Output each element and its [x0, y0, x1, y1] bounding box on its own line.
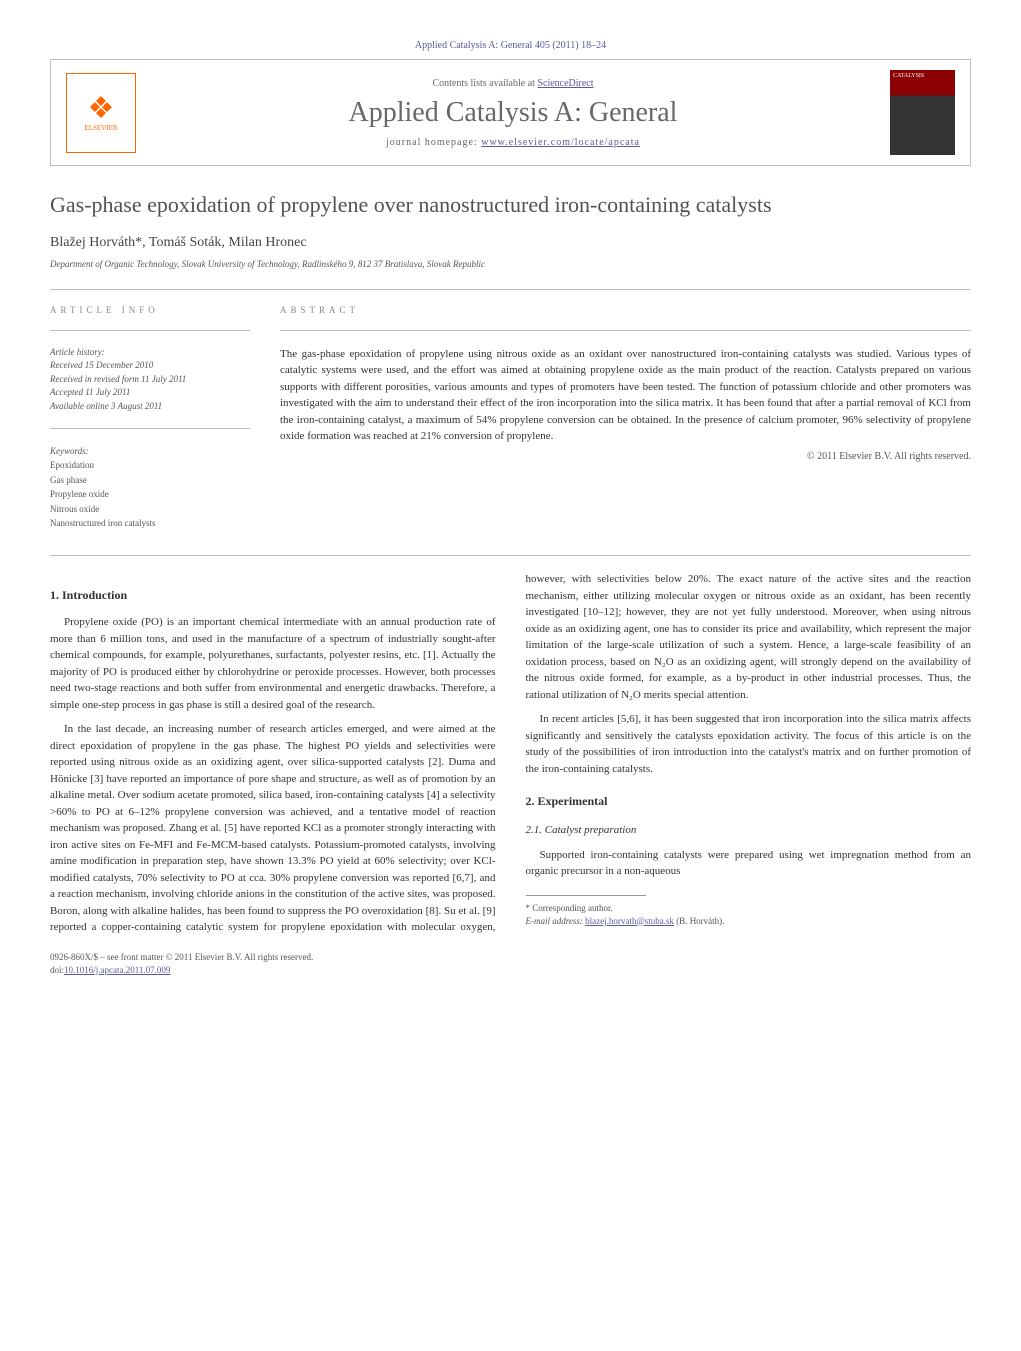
- keywords-divider: [50, 428, 250, 429]
- corresponding-label: * Corresponding author.: [526, 903, 613, 913]
- intro-paragraph-1: Propylene oxide (PO) is an important che…: [50, 614, 496, 713]
- history-label: Article history:: [50, 347, 105, 357]
- article-info-column: ARTICLE INFO Article history: Received 1…: [50, 305, 250, 531]
- experimental-heading: 2. Experimental: [526, 792, 972, 810]
- online-date: Available online 3 August 2011: [50, 401, 162, 411]
- intro-paragraph-3: In recent articles [5,6], it has been su…: [526, 711, 972, 777]
- footnote-block: * Corresponding author. E-mail address: …: [526, 895, 972, 927]
- article-body: 1. Introduction Propylene oxide (PO) is …: [50, 571, 971, 936]
- experimental-paragraph-1: Supported iron-containing catalysts were…: [526, 847, 972, 880]
- received-date: Received 15 December 2010: [50, 360, 153, 370]
- journal-cover-thumbnail: CATALYSIS: [890, 70, 955, 155]
- keyword: Gas phase: [50, 475, 87, 485]
- email-label: E-mail address:: [526, 916, 586, 926]
- keywords-block: Keywords: Epoxidation Gas phase Propylen…: [50, 444, 250, 530]
- keyword: Nitrous oxide: [50, 504, 99, 514]
- article-history: Article history: Received 15 December 20…: [50, 346, 250, 414]
- header-center: Contents lists available at ScienceDirec…: [136, 78, 890, 148]
- authors-line: Blažej Horváth*, Tomáš Soták, Milan Hron…: [50, 235, 971, 251]
- accepted-date: Accepted 11 July 2011: [50, 387, 130, 397]
- footnote-divider: [526, 895, 646, 896]
- corresponding-author-footnote: * Corresponding author. E-mail address: …: [526, 902, 972, 927]
- introduction-heading: 1. Introduction: [50, 586, 496, 604]
- revised-date: Received in revised form 11 July 2011: [50, 374, 186, 384]
- author-email-link[interactable]: blazej.horvath@stuba.sk: [585, 916, 674, 926]
- bottom-info: 0926-860X/$ – see front matter © 2011 El…: [50, 951, 971, 976]
- journal-reference: Applied Catalysis A: General 405 (2011) …: [50, 40, 971, 51]
- article-title: Gas-phase epoxidation of propylene over …: [50, 191, 971, 220]
- meta-abstract-row: ARTICLE INFO Article history: Received 1…: [50, 305, 971, 531]
- homepage-link[interactable]: www.elsevier.com/locate/apcata: [481, 137, 640, 148]
- doi-link[interactable]: 10.1016/j.apcata.2011.07.009: [64, 965, 170, 975]
- keywords-label: Keywords:: [50, 444, 250, 458]
- elsevier-tree-icon: ❖: [88, 94, 115, 124]
- doi-label: doi:: [50, 965, 64, 975]
- divider-bottom: [50, 555, 971, 556]
- elsevier-logo: ❖ ELSEVIER: [66, 73, 136, 153]
- keyword: Epoxidation: [50, 460, 94, 470]
- affiliation: Department of Organic Technology, Slovak…: [50, 259, 971, 269]
- keyword: Propylene oxide: [50, 489, 109, 499]
- contents-list-line: Contents lists available at ScienceDirec…: [136, 78, 890, 89]
- catalyst-prep-subheading: 2.1. Catalyst preparation: [526, 822, 972, 839]
- sciencedirect-link[interactable]: ScienceDirect: [537, 78, 593, 89]
- abstract-label: ABSTRACT: [280, 305, 971, 315]
- article-info-label: ARTICLE INFO: [50, 305, 250, 315]
- info-divider: [50, 330, 250, 331]
- abstract-column: ABSTRACT The gas-phase epoxidation of pr…: [280, 305, 971, 531]
- journal-homepage-line: journal homepage: www.elsevier.com/locat…: [136, 137, 890, 148]
- keyword: Nanostructured iron catalysts: [50, 518, 155, 528]
- abstract-text: The gas-phase epoxidation of propylene u…: [280, 346, 971, 445]
- email-name: (B. Horváth).: [674, 916, 725, 926]
- contents-text: Contents lists available at: [432, 78, 537, 89]
- journal-title: Applied Catalysis A: General: [136, 97, 890, 129]
- homepage-label: journal homepage:: [386, 137, 481, 148]
- cover-label: CATALYSIS: [893, 73, 924, 79]
- issn-line: 0926-860X/$ – see front matter © 2011 El…: [50, 952, 313, 962]
- abstract-copyright: © 2011 Elsevier B.V. All rights reserved…: [280, 451, 971, 462]
- abstract-divider: [280, 330, 971, 331]
- journal-header-box: ❖ ELSEVIER Contents lists available at S…: [50, 59, 971, 166]
- publisher-name: ELSEVIER: [84, 124, 117, 132]
- divider-top: [50, 289, 971, 290]
